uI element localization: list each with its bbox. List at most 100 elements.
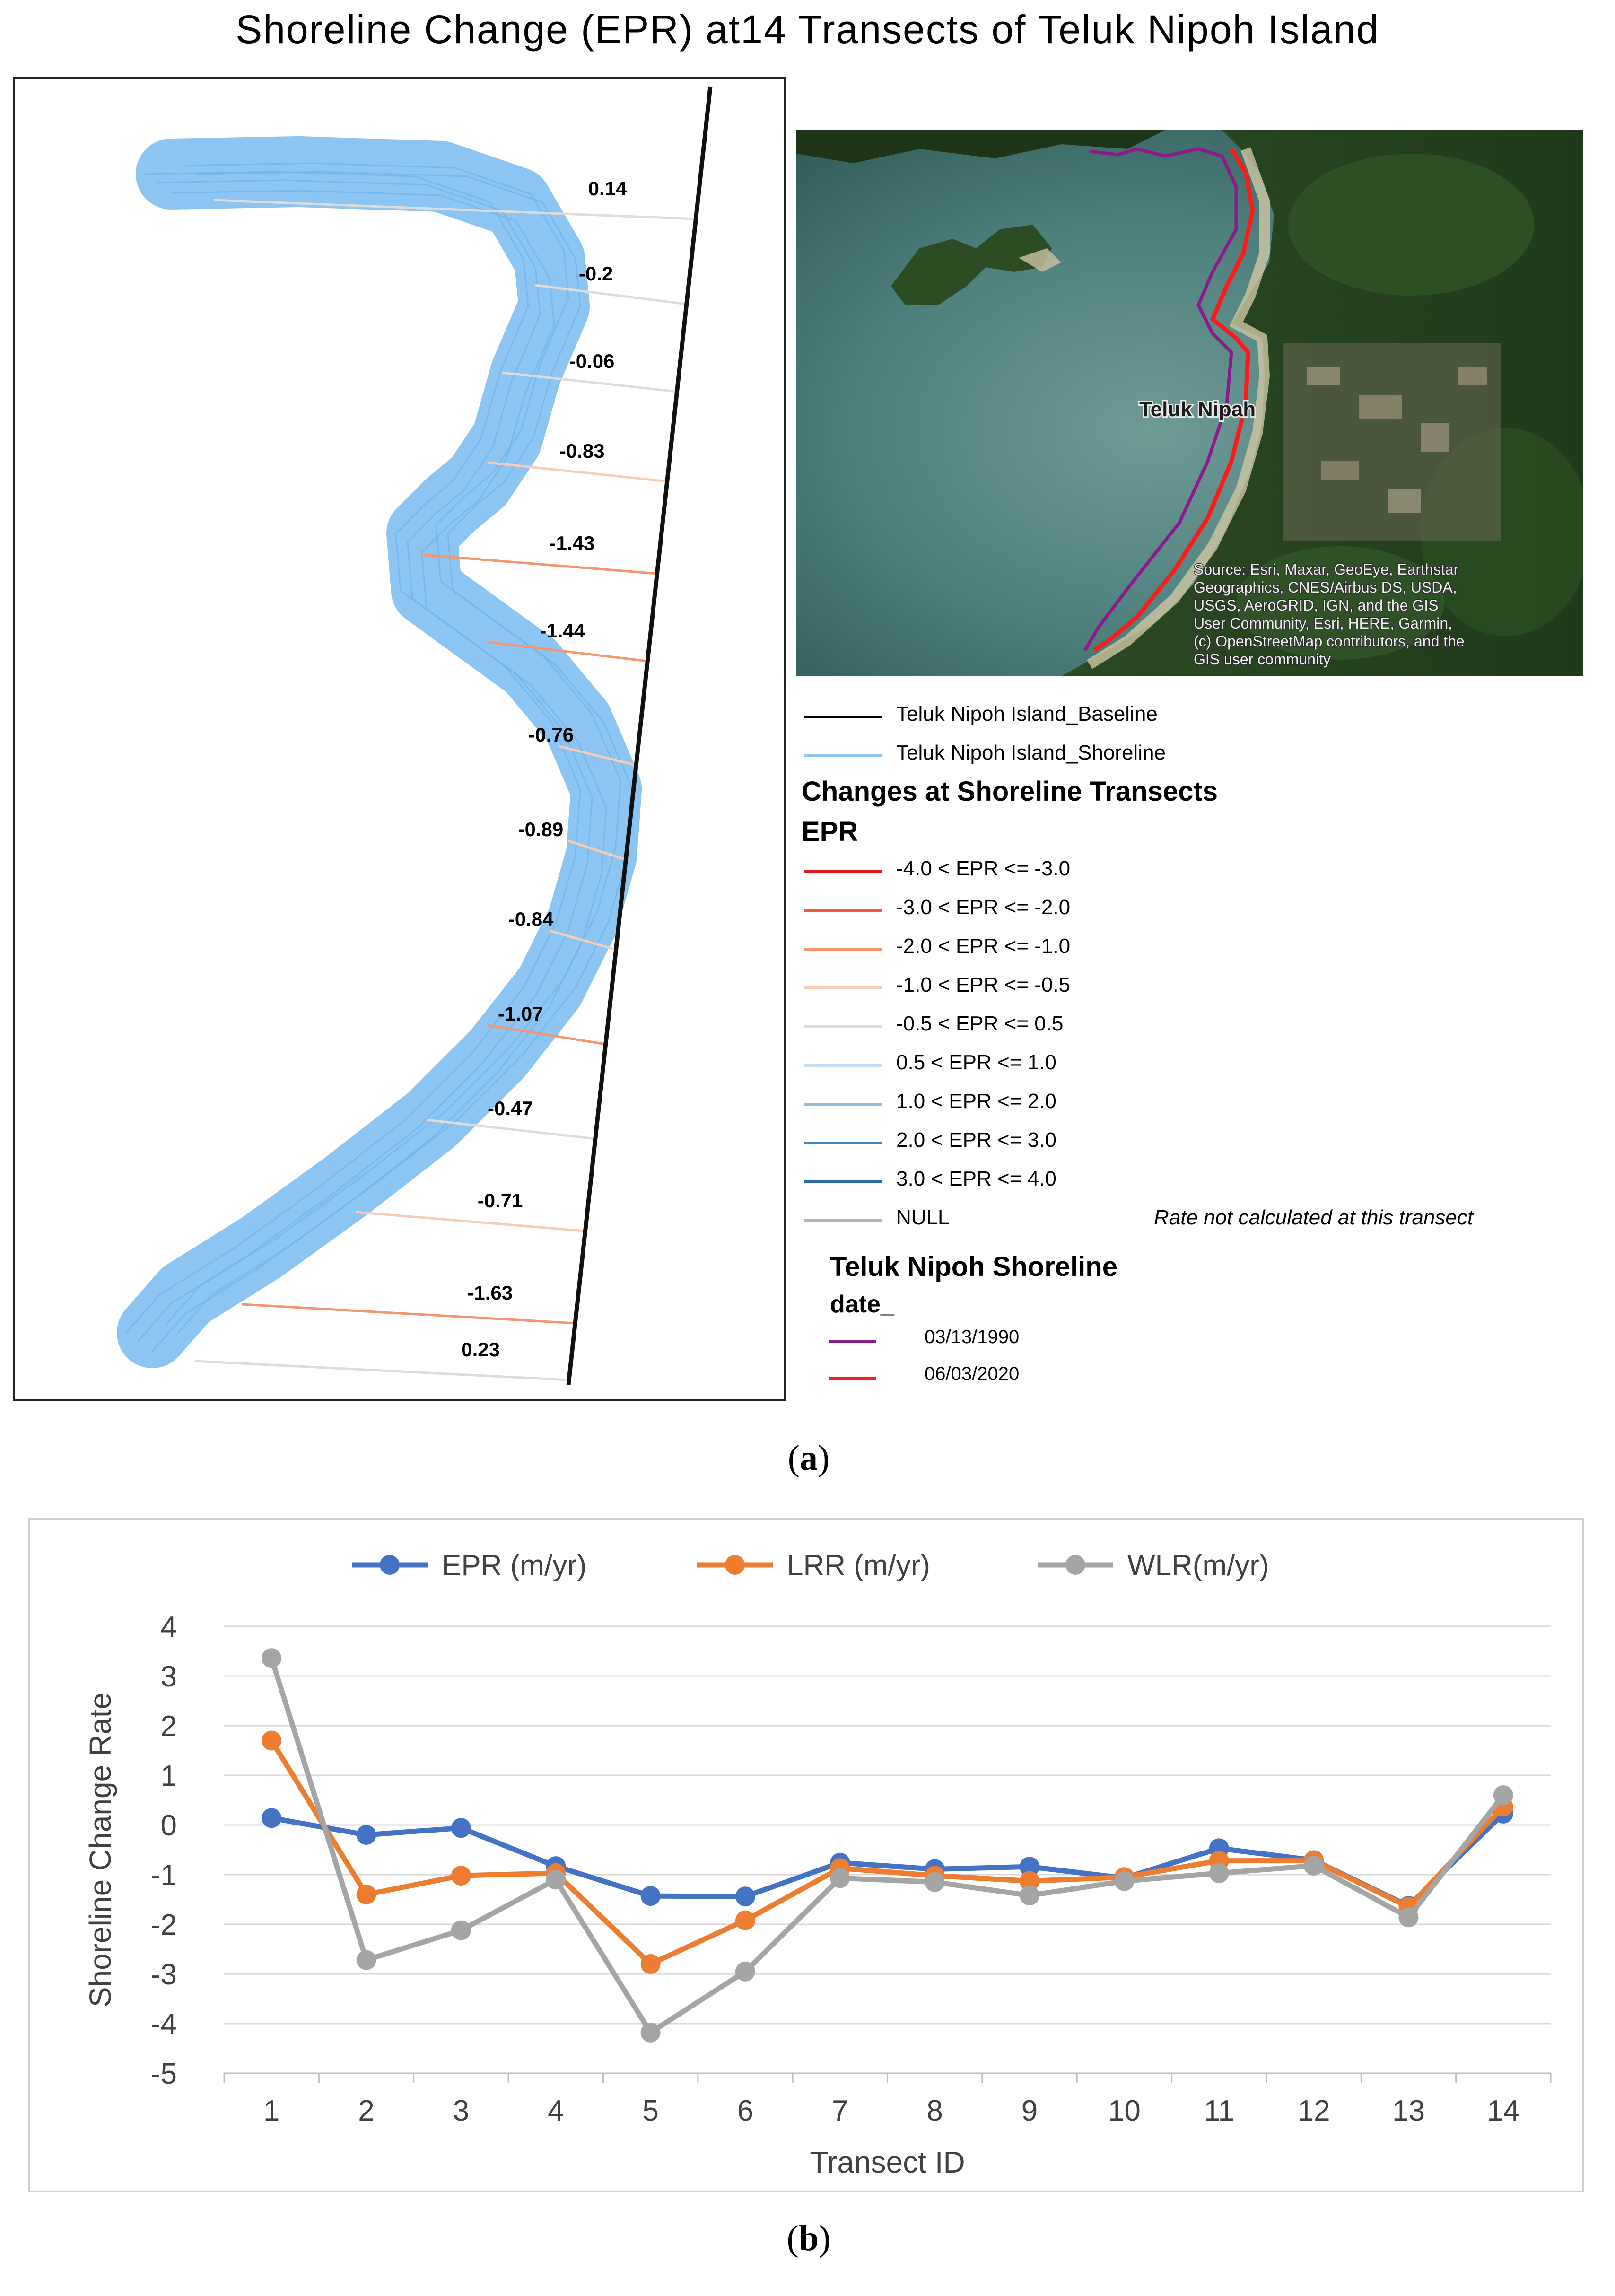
data-point — [1493, 1785, 1513, 1805]
epr-class-label: -2.0 < EPR <= -1.0 — [896, 934, 1071, 958]
transect-label: -1.63 — [467, 1282, 513, 1304]
satellite-map: Teluk Nipah Source: Esri, Maxar, GeoEye,… — [796, 130, 1591, 676]
data-point — [735, 1961, 755, 1982]
data-point — [451, 1818, 471, 1838]
data-point — [1020, 1857, 1040, 1877]
epr-class-swatch — [804, 1064, 882, 1067]
attribution-line: USGS, AeroGRID, IGN, and the GIS — [1194, 597, 1439, 614]
transect-label: -0.71 — [478, 1189, 523, 1212]
y-tick-label: 4 — [161, 1611, 177, 1643]
date-swatch — [829, 1377, 876, 1380]
epr-class-swatch — [804, 870, 882, 873]
x-tick-label: 10 — [1108, 2095, 1141, 2127]
transect-line — [502, 371, 677, 393]
null-note: Rate not calculated at this transect — [1154, 1206, 1474, 1229]
series-line — [269, 1739, 1505, 1967]
transect-label: -1.43 — [550, 532, 595, 554]
legend-shoreline-label: Teluk Nipoh Island_Shoreline — [896, 741, 1166, 764]
data-point — [1020, 1871, 1040, 1891]
x-tick-label: 4 — [548, 2095, 564, 2127]
data-point — [262, 1808, 282, 1828]
data-point — [640, 2022, 661, 2043]
legend-marker — [1065, 1555, 1085, 1575]
x-tick-label: 6 — [737, 2095, 753, 2127]
data-point — [925, 1872, 945, 1892]
data-point — [546, 1869, 566, 1890]
epr-class-label: 3.0 < EPR <= 4.0 — [896, 1167, 1056, 1190]
baseline-swatch — [804, 716, 882, 718]
transect-label: 0.23 — [461, 1338, 500, 1361]
epr-class-swatch — [804, 986, 882, 989]
data-point — [451, 1866, 471, 1886]
data-point — [356, 1950, 376, 1970]
legend-date-heading: date_ — [830, 1291, 894, 1318]
panel-label-b: (b) — [786, 2218, 831, 2258]
legend-shoreline-heading: Teluk Nipoh Shoreline — [830, 1251, 1117, 1282]
y-axis-title: Shoreline Change Rate — [83, 1693, 117, 2007]
data-point — [830, 1868, 850, 1888]
transect-line — [559, 745, 637, 767]
x-tick-label: 14 — [1487, 2095, 1519, 2127]
epr-class-label: -4.0 < EPR <= -3.0 — [896, 857, 1071, 880]
epr-class-label: -0.5 < EPR <= 0.5 — [896, 1012, 1064, 1035]
transect-label: -0.83 — [559, 440, 605, 462]
x-tick-label: 1 — [263, 2095, 279, 2127]
transect-line — [535, 284, 687, 306]
y-tick-label: -1 — [151, 1859, 177, 1892]
shoreline-1990-line — [1083, 147, 1238, 651]
transect-label: -1.44 — [540, 620, 585, 642]
shoreline-swatch — [804, 754, 882, 757]
y-tick-label: 1 — [161, 1760, 177, 1792]
data-point — [640, 1954, 661, 1974]
epr-class-label: 1.0 < EPR <= 2.0 — [896, 1090, 1056, 1113]
x-axis-title: Transect ID — [810, 2145, 965, 2179]
legend-label: EPR (m/yr) — [442, 1549, 587, 1582]
y-tick-label: -5 — [151, 2058, 177, 2090]
x-tick-label: 12 — [1298, 2095, 1330, 2127]
data-point — [1304, 1856, 1324, 1876]
transect-line — [355, 1211, 585, 1232]
panel-label-a: (a) — [787, 1438, 830, 1478]
transect-line — [488, 641, 648, 663]
data-point — [356, 1825, 376, 1845]
transect-label: 0.14 — [588, 177, 627, 200]
baseline-line — [566, 86, 713, 1385]
x-tick-label: 2 — [358, 2095, 374, 2127]
data-point — [640, 1886, 661, 1906]
chart-area: 4 3 2 1 0 -1 -2 -3 -4 -5 1 2 3 4 5 6 7 8 9 10 11 12 13 14 Transe… — [28, 1518, 1584, 2192]
epr-class-label: NULL — [896, 1206, 950, 1229]
y-tick-label: 0 — [161, 1809, 177, 1842]
legend-epr-heading: EPR — [802, 816, 858, 847]
series-line — [269, 1657, 1506, 2035]
legend-label: LRR (m/yr) — [787, 1549, 930, 1582]
transect-label: -0.76 — [528, 724, 574, 746]
data-point — [1209, 1863, 1229, 1883]
y-tick-label: -2 — [151, 1909, 177, 1941]
page-title: Shoreline Change (EPR) at14 Transects of… — [236, 7, 1379, 52]
shoreline-band — [117, 136, 642, 1368]
epr-class-label: 0.5 < EPR <= 1.0 — [896, 1051, 1056, 1074]
transect-label: -1.07 — [498, 1003, 543, 1025]
y-tick-label: 3 — [161, 1660, 177, 1693]
attribution-line: GIS user community — [1194, 651, 1331, 668]
data-point — [356, 1885, 376, 1904]
data-point — [451, 1920, 471, 1940]
epr-class-swatch — [804, 1025, 882, 1028]
transect-label: -0.47 — [488, 1097, 533, 1119]
transect-line — [426, 1118, 596, 1140]
epr-class-label: -3.0 < EPR <= -2.0 — [896, 896, 1071, 919]
date-label: 03/13/1990 — [925, 1327, 1020, 1347]
transect-map-canvas: 0.14 -0.2 -0.06 -0.83 -1.43 -1.44 -0.76 -0.89 -0… — [117, 86, 713, 1385]
transect-map: 0.14 -0.2 -0.06 -0.83 -1.43 -1.44 -0.76 -0.89 -0… — [13, 77, 786, 1401]
attribution-line: Source: Esri, Maxar, GeoEye, Earthstar — [1194, 561, 1459, 578]
place-label: Teluk Nipah — [1139, 398, 1256, 421]
transect-label: -0.84 — [508, 908, 554, 930]
transect-line — [488, 461, 668, 483]
data-point — [1020, 1886, 1040, 1906]
data-point — [735, 1886, 755, 1907]
epr-class-swatch — [804, 909, 882, 912]
transect-label: -0.2 — [579, 262, 613, 285]
data-point — [1398, 1907, 1419, 1928]
legend-changes-heading: Changes at Shoreline Transects — [802, 776, 1218, 807]
map-attribution: Source: Esri, Maxar, GeoEye, EarthstarGe… — [1193, 560, 1466, 669]
